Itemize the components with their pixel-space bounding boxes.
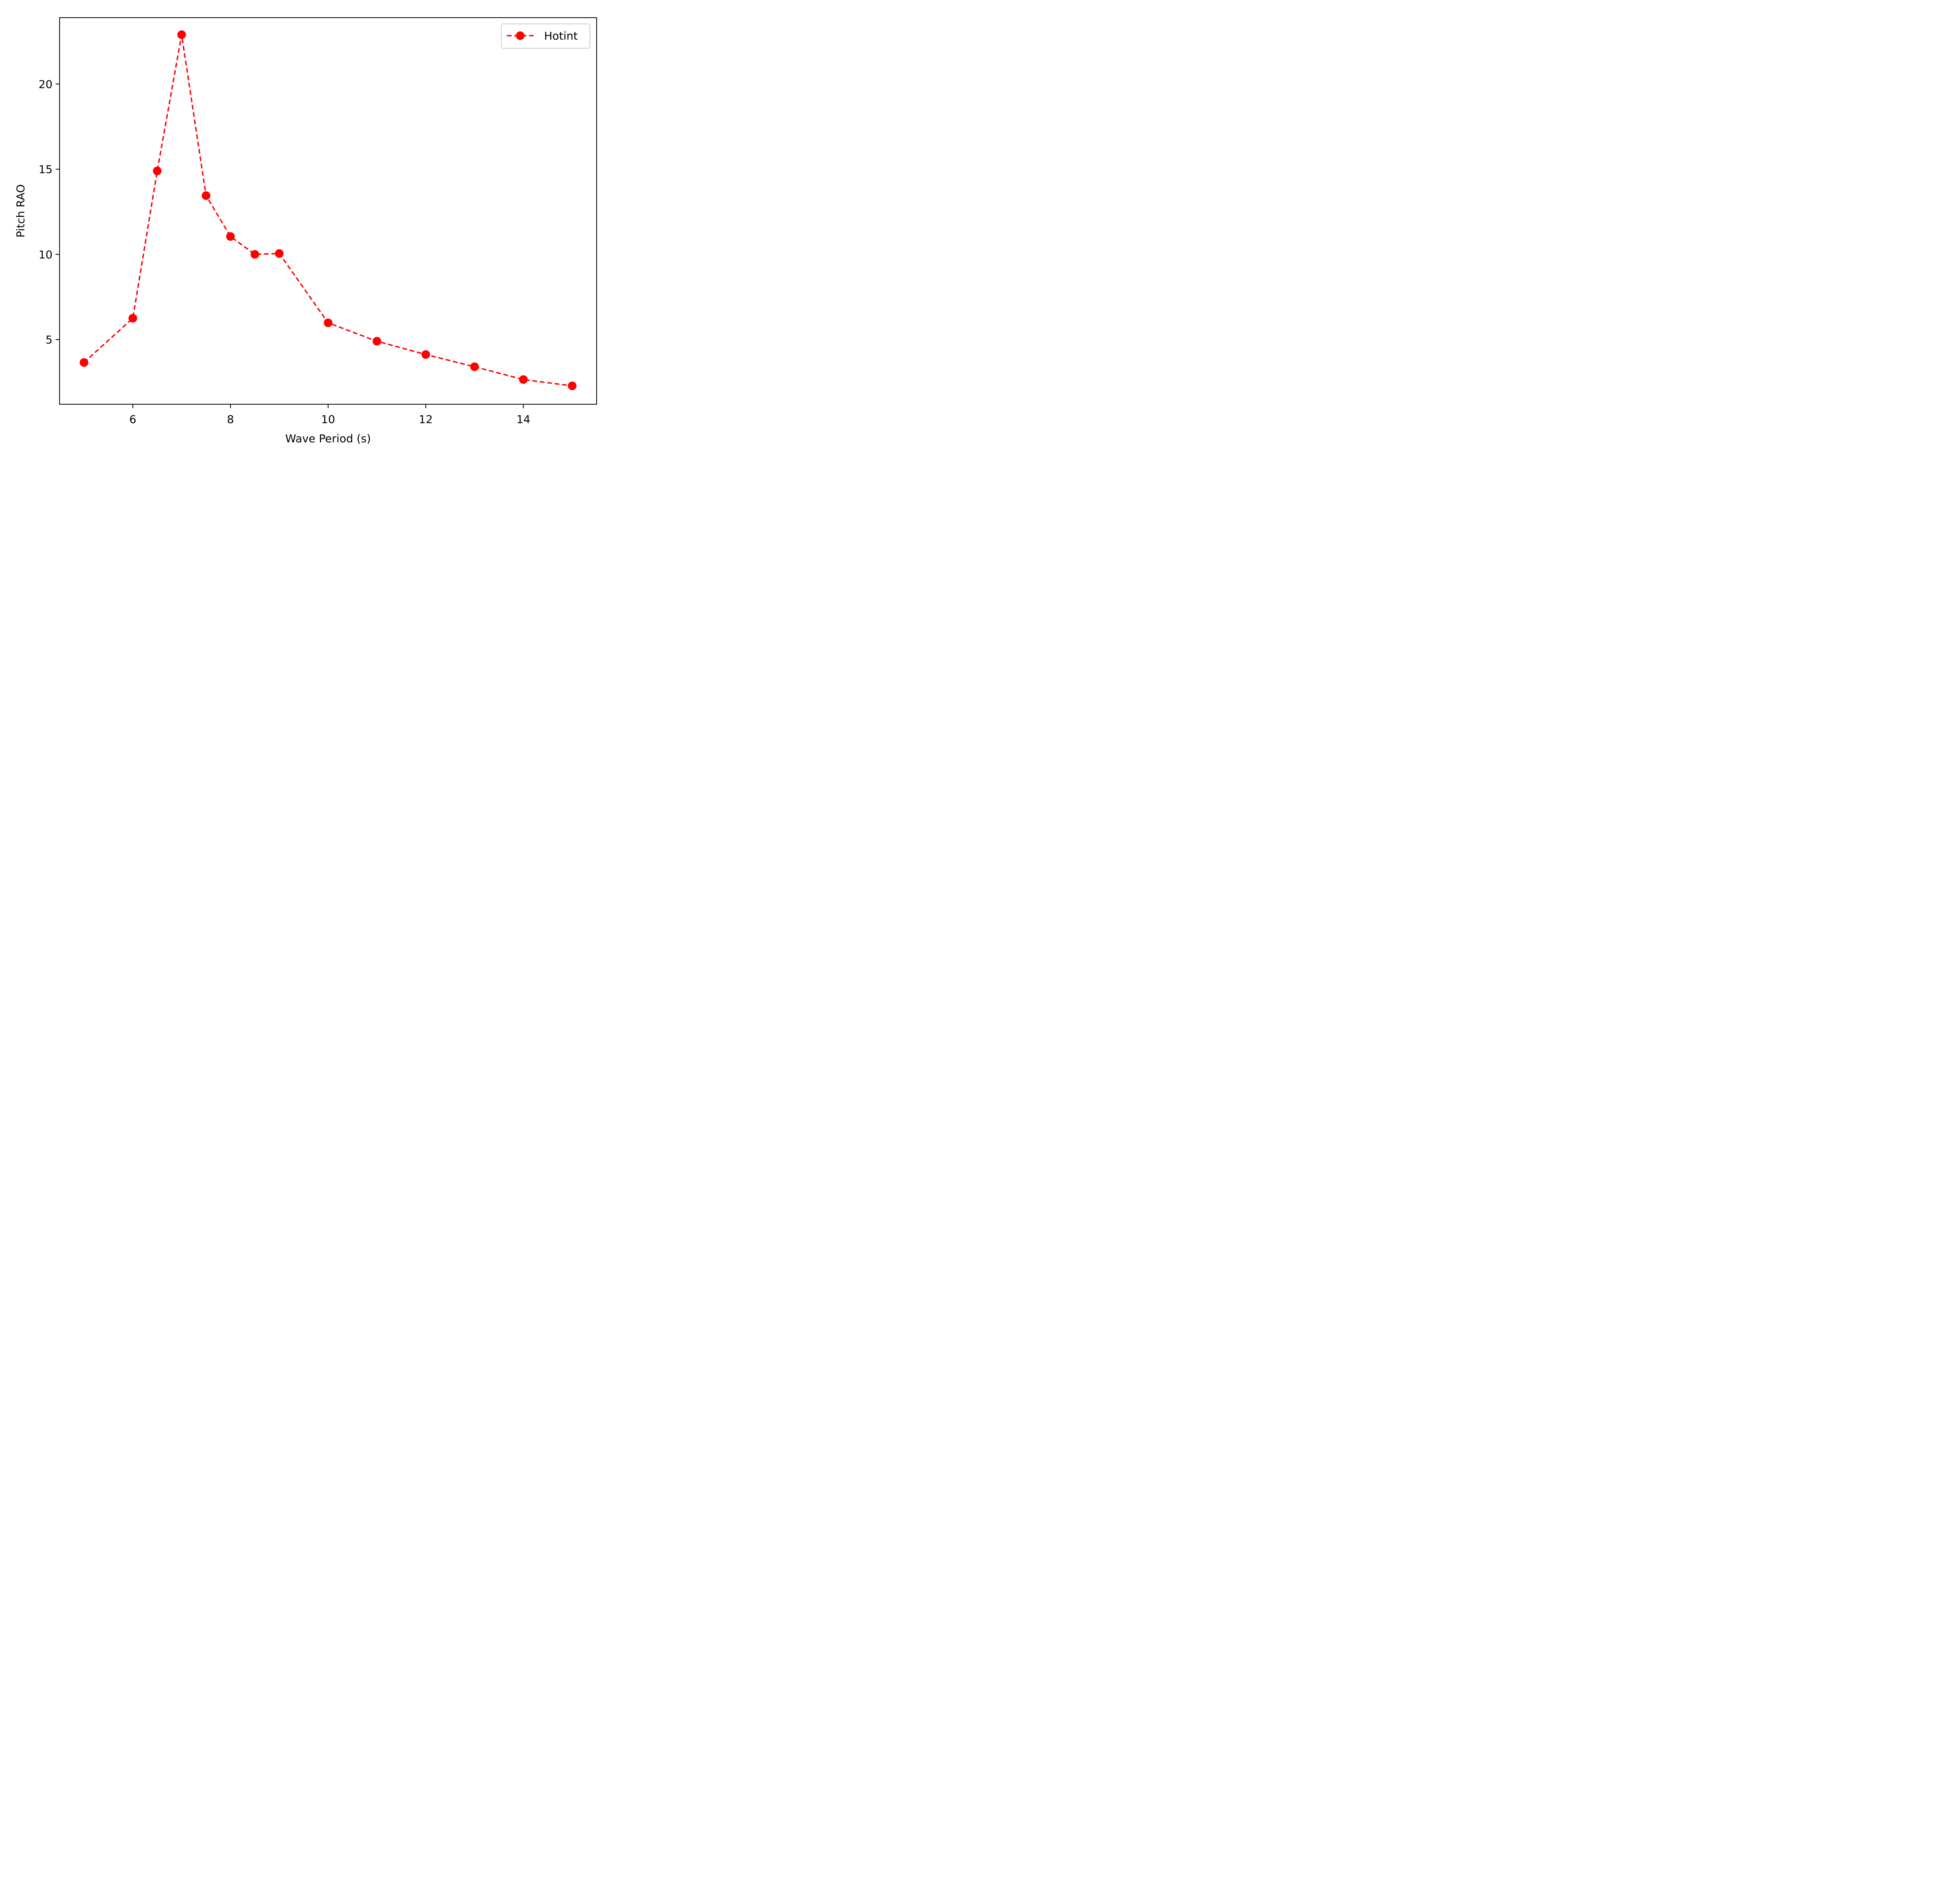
data-point <box>372 337 381 346</box>
x-tick-label: 12 <box>419 413 433 426</box>
legend: Hotint <box>501 24 590 49</box>
series-line-hotint <box>83 35 572 387</box>
x-tick-label: 10 <box>321 413 335 426</box>
figure-background <box>0 0 612 459</box>
data-point <box>275 249 284 258</box>
y-axis-label: Pitch RAO <box>14 184 27 238</box>
series-layer <box>80 30 577 391</box>
x-tick-label: 6 <box>129 413 136 426</box>
y-tick-label: 20 <box>38 78 53 91</box>
data-point <box>421 350 430 359</box>
data-point <box>470 362 479 371</box>
data-point <box>226 232 235 241</box>
legend-box <box>501 24 590 49</box>
legend-marker <box>516 31 524 40</box>
data-point <box>324 318 332 327</box>
data-point <box>519 375 528 384</box>
pitch-rao-chart: 6 8 10 12 14 5 10 15 20 Wave Period (s) Pitch R… <box>0 0 612 459</box>
y-tick-label: 10 <box>38 248 53 261</box>
x-tick-label: 14 <box>516 413 530 426</box>
y-axis: 5 10 15 20 <box>38 78 60 346</box>
data-point <box>201 191 211 200</box>
y-tick-label: 5 <box>45 333 53 346</box>
data-point <box>250 250 260 259</box>
data-point <box>80 358 89 367</box>
x-axis: 6 8 10 12 14 <box>129 404 530 426</box>
data-point <box>153 166 162 175</box>
data-point <box>128 314 137 323</box>
legend-label-hotint: Hotint <box>544 29 578 42</box>
y-tick-label: 15 <box>38 163 53 176</box>
x-axis-label: Wave Period (s) <box>285 432 371 445</box>
data-point <box>177 30 186 39</box>
data-point <box>568 381 577 391</box>
x-tick-label: 8 <box>227 413 234 426</box>
plot-frame <box>59 17 597 405</box>
